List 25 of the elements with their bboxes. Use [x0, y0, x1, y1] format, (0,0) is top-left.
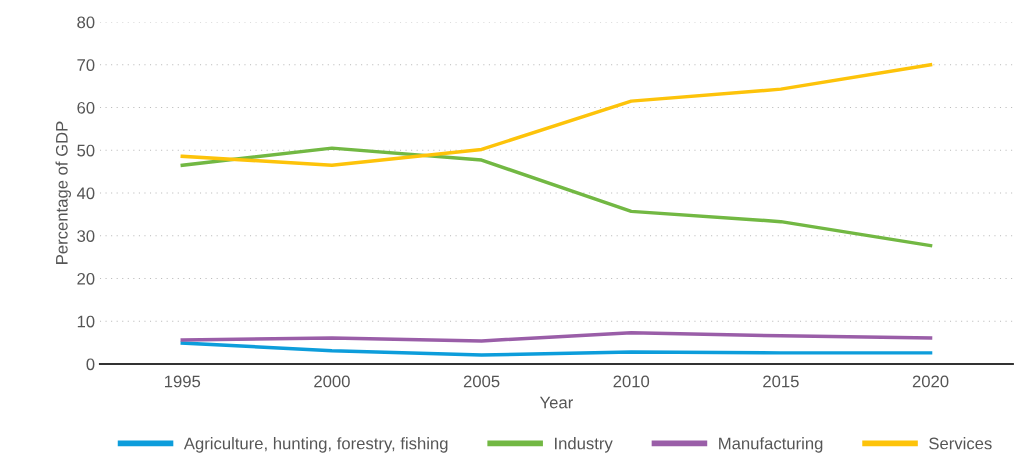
x-tick-label: 2000 — [314, 375, 350, 388]
legend-label: Agriculture, hunting, forestry, fishing — [183, 437, 448, 453]
y-tick-label: 20 — [77, 272, 95, 285]
y-tick-label: 80 — [77, 16, 95, 29]
line-series — [180, 63, 933, 167]
legend-label: Services — [929, 437, 992, 450]
y-tick-label: 60 — [77, 101, 95, 114]
legend-label: Industry — [555, 437, 613, 453]
x-axis-title: Year — [539, 396, 573, 409]
x-tick-label: 2010 — [613, 375, 650, 388]
legend-label: Manufacturing — [719, 437, 823, 453]
line-series — [180, 146, 933, 248]
y-tick-label: 10 — [77, 315, 95, 328]
line-series — [180, 331, 933, 343]
y-tick-label: 30 — [77, 230, 95, 242]
x-tick-label: 2020 — [912, 375, 949, 388]
y-tick-label: 40 — [76, 187, 95, 200]
y-axis-title: Percentage of GDP — [55, 121, 72, 264]
x-tick-label: 2015 — [763, 375, 799, 388]
y-tick-label: 50 — [77, 144, 95, 157]
line-series — [180, 341, 933, 357]
y-tick-label: 70 — [77, 59, 95, 71]
x-tick-label: 2005 — [463, 375, 500, 388]
y-tick-label: 0 — [86, 358, 95, 371]
x-tick-label: 1995 — [165, 375, 201, 388]
